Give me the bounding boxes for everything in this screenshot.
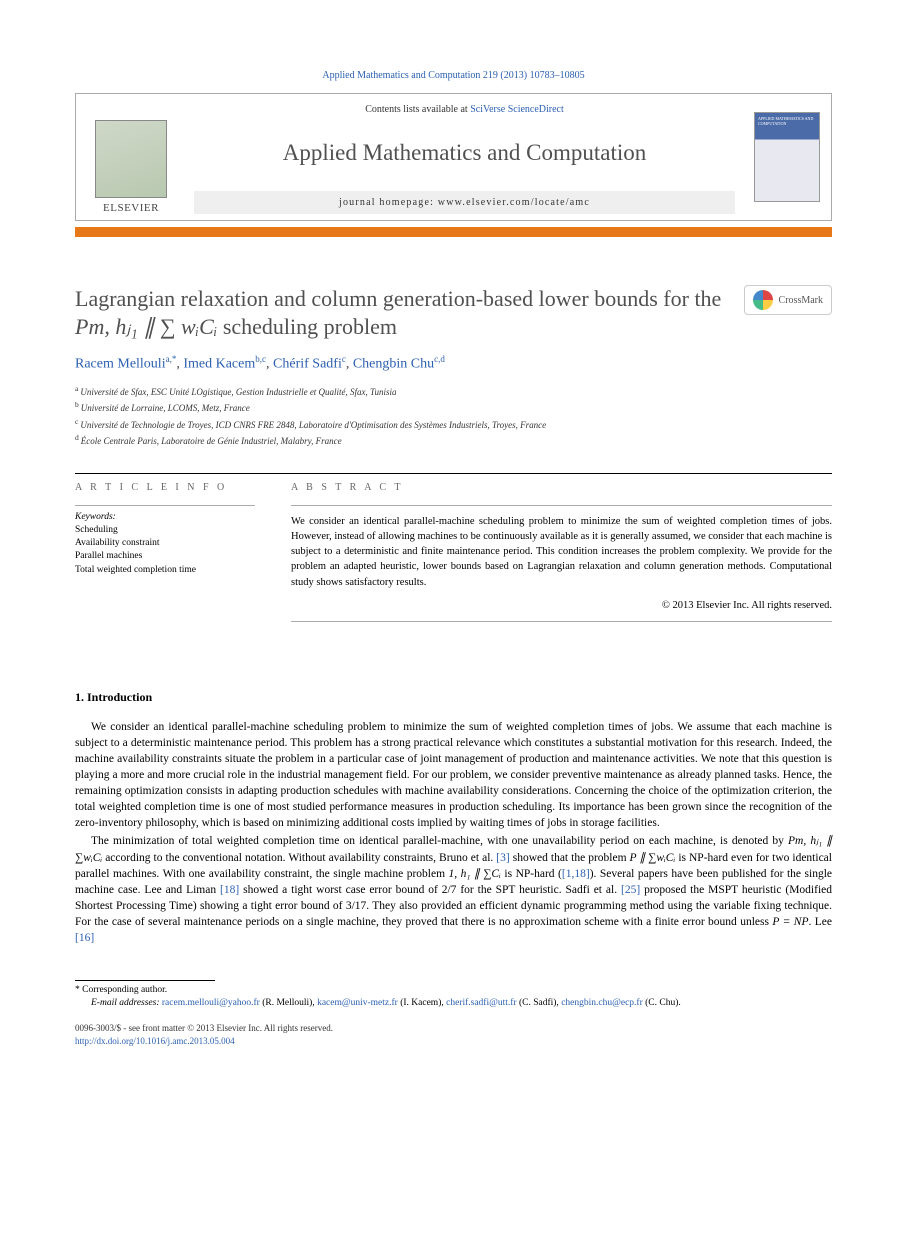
email-1-who: (R. Mellouli), <box>260 998 317 1008</box>
ref-3[interactable]: [3] <box>496 852 509 864</box>
abstract-bottom-rule <box>291 621 832 622</box>
author-2[interactable]: Imed Kacem <box>183 357 255 372</box>
article-title: Lagrangian relaxation and column generat… <box>75 285 744 340</box>
author-3[interactable]: Chérif Sadfi <box>273 357 342 372</box>
email-1[interactable]: racem.mellouli@yahoo.fr <box>162 998 260 1008</box>
abstract-inner-rule <box>291 505 832 506</box>
citation-line: Applied Mathematics and Computation 219 … <box>75 70 832 81</box>
keyword-3: Parallel machines <box>75 550 255 563</box>
journal-header-box: ELSEVIER Contents lists available at Sci… <box>75 93 832 221</box>
copyright-line: © 2013 Elsevier Inc. All rights reserved… <box>291 600 832 611</box>
abstract-col: A B S T R A C T We consider an identical… <box>291 482 832 622</box>
keywords-list: Scheduling Availability constraint Paral… <box>75 524 255 577</box>
crossmark-icon <box>753 290 773 310</box>
p2-mid8: . Lee <box>808 916 832 928</box>
intro-para-1: We consider an identical parallel-machin… <box>75 719 832 832</box>
article-info-label: A R T I C L E I N F O <box>75 482 255 493</box>
affiliation-a: aUniversité de Sfax, ESC Unité LOgistiqu… <box>75 383 832 400</box>
contents-line: Contents lists available at SciVerse Sci… <box>194 104 735 115</box>
publisher-cell: ELSEVIER <box>76 94 186 220</box>
journal-homepage[interactable]: journal homepage: www.elsevier.com/locat… <box>194 191 735 214</box>
p2-mid6: showed a tight worst case error bound of… <box>239 884 621 896</box>
doi-link[interactable]: http://dx.doi.org/10.1016/j.amc.2013.05.… <box>75 1036 235 1046</box>
contents-prefix: Contents lists available at <box>365 104 470 115</box>
body-section: 1. Introduction We consider an identical… <box>75 690 832 946</box>
email-2[interactable]: kacem@univ-metz.fr <box>317 998 398 1008</box>
intro-para-2: The minimization of total weighted compl… <box>75 833 832 946</box>
journal-cover-cell: APPLIED MATHEMATICS AND COMPUTATION <box>743 94 831 220</box>
ref-25[interactable]: [25] <box>621 884 640 896</box>
elsevier-tree-logo <box>95 120 167 198</box>
p2-pre: The minimization of total weighted compl… <box>91 835 788 847</box>
info-row: A R T I C L E I N F O Keywords: Scheduli… <box>75 482 832 622</box>
journal-cover-thumbnail: APPLIED MATHEMATICS AND COMPUTATION <box>754 112 820 202</box>
orange-divider <box>75 227 832 237</box>
email-3[interactable]: cherif.sadfi@utt.fr <box>446 998 516 1008</box>
affiliations: aUniversité de Sfax, ESC Unité LOgistiqu… <box>75 383 832 449</box>
email-2-who: (I. Kacem), <box>398 998 446 1008</box>
affiliation-d-text: École Centrale Paris, Laboratoire de Gén… <box>81 436 342 446</box>
footnote-rule <box>75 980 215 981</box>
info-top-rule <box>75 473 832 474</box>
info-inner-rule <box>75 505 255 506</box>
issn-line: 0096-3003/$ - see front matter © 2013 El… <box>75 1022 832 1035</box>
author-1[interactable]: Racem Mellouli <box>75 357 166 372</box>
journal-name: Applied Mathematics and Computation <box>194 140 735 166</box>
author-2-sup: b,c <box>255 354 266 364</box>
author-4-sup: c,d <box>434 354 445 364</box>
email-4[interactable]: chengbin.chu@ecp.fr <box>561 998 643 1008</box>
email-line: E-mail addresses: racem.mellouli@yahoo.f… <box>75 998 832 1008</box>
ref-1-18[interactable]: [1,18] <box>562 868 590 880</box>
author-4[interactable]: Chengbin Chu <box>353 357 434 372</box>
ref-16[interactable]: [16] <box>75 932 94 944</box>
email-4-who: (C. Chu). <box>643 998 681 1008</box>
keyword-1: Scheduling <box>75 524 255 537</box>
keywords-label: Keywords: <box>75 512 255 522</box>
title-math: Pm, hⱼ₁ ∥ ∑ wᵢCᵢ <box>75 314 217 339</box>
affiliation-b: bUniversité de Lorraine, LCOMS, Metz, Fr… <box>75 399 832 416</box>
section-heading-1: 1. Introduction <box>75 690 832 705</box>
author-3-sup: c <box>342 354 346 364</box>
email-3-who: (C. Sadfi), <box>517 998 562 1008</box>
p2-math4: P = NP <box>772 916 808 928</box>
sciencedirect-link[interactable]: SciVerse ScienceDirect <box>470 104 564 115</box>
affiliation-c-text: Université de Technologie de Troyes, ICD… <box>80 420 546 430</box>
p2-mid2: showed that the problem <box>510 852 630 864</box>
p2-mid4: is NP-hard ( <box>501 868 562 880</box>
abstract-text: We consider an identical parallel-machin… <box>291 514 832 590</box>
corresponding-author: * Corresponding author. <box>75 985 832 995</box>
p2-math3: 1, h₁ ∥ ∑Cᵢ <box>449 868 501 880</box>
affiliation-d: dÉcole Centrale Paris, Laboratoire de Gé… <box>75 432 832 449</box>
publisher-label: ELSEVIER <box>103 202 159 214</box>
page: Applied Mathematics and Computation 219 … <box>0 0 907 1097</box>
title-text-post: scheduling problem <box>217 314 397 339</box>
ref-18[interactable]: [18] <box>220 884 239 896</box>
doi-block: 0096-3003/$ - see front matter © 2013 El… <box>75 1022 832 1047</box>
affiliation-c: cUniversité de Technologie de Troyes, IC… <box>75 416 832 433</box>
crossmark-label: CrossMark <box>779 295 823 306</box>
email-label: E-mail addresses: <box>91 998 162 1008</box>
title-text-pre: Lagrangian relaxation and column generat… <box>75 286 721 311</box>
affiliation-a-text: Université de Sfax, ESC Unité LOgistique… <box>80 387 396 397</box>
header-center: Contents lists available at SciVerse Sci… <box>186 94 743 220</box>
p2-mid1: according to the conventional notation. … <box>102 852 496 864</box>
keyword-4: Total weighted completion time <box>75 564 255 577</box>
authors-line: Racem Melloulia,*, Imed Kacemb,c, Chérif… <box>75 354 832 373</box>
article-info-col: A R T I C L E I N F O Keywords: Scheduli… <box>75 482 255 622</box>
abstract-label: A B S T R A C T <box>291 482 832 493</box>
title-row: Lagrangian relaxation and column generat… <box>75 285 832 340</box>
affiliation-b-text: Université de Lorraine, LCOMS, Metz, Fra… <box>81 403 250 413</box>
author-1-sup: a,* <box>166 354 177 364</box>
crossmark-badge[interactable]: CrossMark <box>744 285 832 315</box>
keyword-2: Availability constraint <box>75 537 255 550</box>
p2-math2: P ∥ ∑wᵢCᵢ <box>630 852 676 864</box>
